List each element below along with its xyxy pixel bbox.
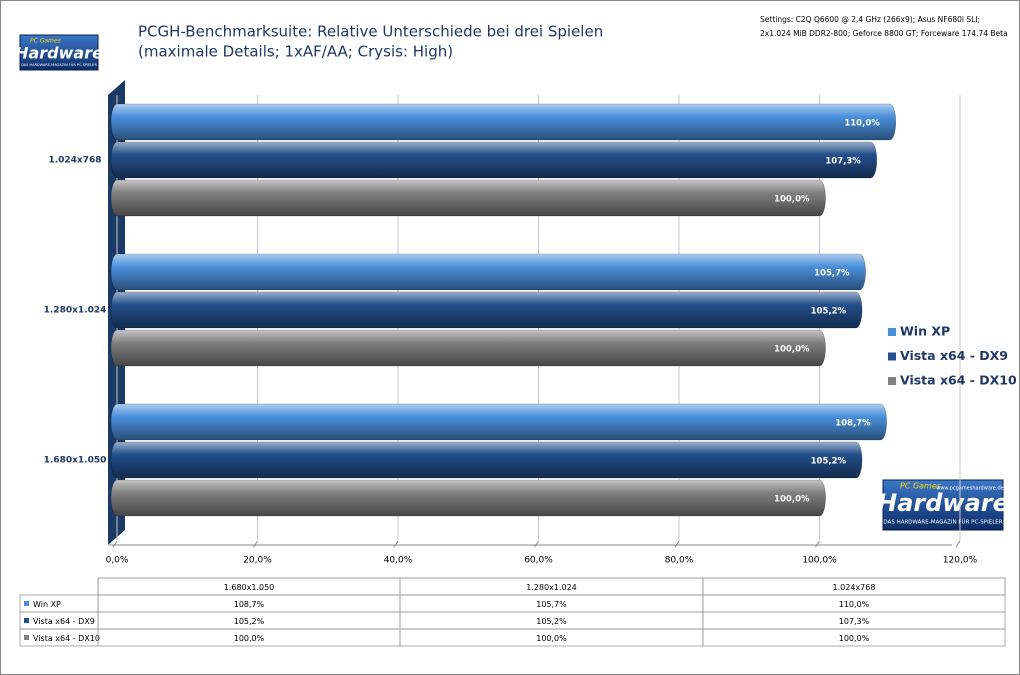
data-label: 100,0% bbox=[774, 495, 810, 505]
y-tick-label: 1.680x1.050 bbox=[44, 456, 107, 466]
legend-swatch bbox=[888, 352, 896, 361]
tick-mark bbox=[674, 540, 680, 548]
tick-mark bbox=[815, 540, 820, 548]
logo-url: www.pcgameshardware.de bbox=[936, 486, 1004, 492]
x-tick-label: 0,0% bbox=[106, 556, 129, 566]
bar bbox=[110, 329, 826, 367]
tick-mark bbox=[534, 540, 539, 548]
table-value: 100,0% bbox=[536, 634, 567, 643]
logo: PC Games www.pcgameshardware.de Hardware… bbox=[877, 479, 1009, 531]
bar bbox=[110, 479, 826, 517]
table-value: 100,0% bbox=[839, 634, 870, 643]
table-header: 1.024x768 bbox=[833, 583, 876, 592]
x-tick-label: 120,0% bbox=[943, 556, 978, 566]
table-value: 107,3% bbox=[839, 617, 870, 626]
x-tick-label: 40,0% bbox=[384, 556, 413, 566]
logo-small: PC Games bbox=[900, 482, 941, 491]
table-value: 105,2% bbox=[234, 617, 265, 626]
table-value: 105,2% bbox=[536, 617, 567, 626]
data-label: 105,2% bbox=[811, 457, 847, 467]
data-label: 107,3% bbox=[825, 157, 861, 167]
table-value: 110,0% bbox=[839, 600, 870, 609]
tick-mark bbox=[955, 540, 961, 548]
legend-swatch bbox=[888, 377, 896, 385]
settings: Settings: C2Q Q6600 @ 2,4 GHz (266x9); A… bbox=[760, 15, 980, 24]
bar bbox=[110, 253, 866, 291]
data-label: 108,7% bbox=[835, 419, 871, 429]
data-label: 105,2% bbox=[811, 307, 847, 317]
bar bbox=[110, 291, 863, 329]
bar bbox=[110, 441, 863, 479]
table-key bbox=[24, 635, 29, 640]
tick-mark bbox=[112, 540, 118, 548]
data-label: 105,7% bbox=[814, 269, 850, 279]
table-value: 105,7% bbox=[536, 600, 567, 609]
settings: 2x1.024 MiB DDR2-800; Geforce 8800 GT; F… bbox=[760, 29, 1008, 38]
table-cell bbox=[702, 628, 1006, 647]
legend-label: Vista x64 - DX10 bbox=[900, 373, 1017, 388]
table-value: 108,7% bbox=[234, 600, 265, 609]
data-label: 100,0% bbox=[774, 345, 810, 355]
bar bbox=[110, 103, 897, 141]
table-row-label: Vista x64 - DX10 bbox=[33, 634, 100, 643]
logo-small: PC Games bbox=[30, 38, 61, 45]
legend-label: Vista x64 - DX9 bbox=[900, 348, 1008, 363]
table-row-label: Win XP bbox=[33, 600, 61, 609]
bar bbox=[110, 403, 887, 441]
x-tick-label: 100,0% bbox=[802, 556, 837, 566]
y-tick-label: 1.024x768 bbox=[48, 156, 101, 166]
logo: PC Games Hardware DAS HARDWARE-MAGAZIN F… bbox=[15, 34, 103, 71]
y-tick-label: 1.280x1.024 bbox=[44, 306, 107, 316]
table-key bbox=[24, 601, 29, 606]
legend-swatch bbox=[888, 328, 896, 336]
x-tick-label: 60,0% bbox=[524, 556, 553, 566]
table-row-label: Vista x64 - DX9 bbox=[33, 617, 95, 626]
logo-tagline: DAS HARDWARE-MAGAZIN FÜR PC-SPIELER bbox=[883, 519, 1002, 526]
table-key bbox=[24, 618, 29, 623]
tick-mark bbox=[253, 540, 258, 548]
table-header: 1.280x1.024 bbox=[526, 583, 577, 592]
data-label: 110,0% bbox=[844, 119, 880, 129]
bar bbox=[110, 141, 878, 179]
logo-tagline: DAS HARDWARE-MAGAZIN FÜR PC-SPIELER bbox=[21, 62, 97, 67]
x-tick-label: 80,0% bbox=[665, 556, 694, 566]
bar bbox=[110, 179, 826, 217]
logo-brand: Hardware bbox=[15, 44, 103, 63]
x-tick-label: 20,0% bbox=[243, 556, 272, 566]
table-header: 1.680x1.050 bbox=[224, 583, 275, 592]
chart-title: PCGH-Benchmarksuite: Relative Unterschie… bbox=[138, 23, 603, 41]
data-label: 100,0% bbox=[774, 195, 810, 205]
logo-brand: Hardware bbox=[877, 489, 1009, 517]
table-value: 100,0% bbox=[234, 634, 265, 643]
tick-mark bbox=[393, 540, 399, 548]
chart-title: (maximale Details; 1xAF/AA; Crysis: High… bbox=[138, 43, 453, 61]
legend-label: Win XP bbox=[900, 324, 950, 339]
